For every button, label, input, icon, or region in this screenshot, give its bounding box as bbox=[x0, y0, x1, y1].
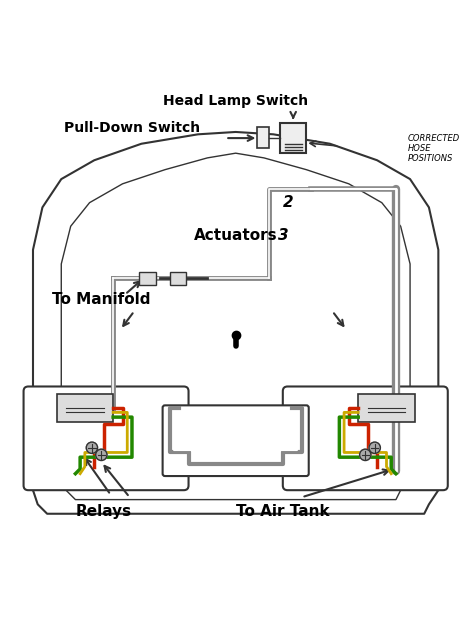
Text: CORRECTED
HOSE
POSITIONS: CORRECTED HOSE POSITIONS bbox=[408, 133, 460, 163]
Circle shape bbox=[369, 442, 380, 453]
Text: 3: 3 bbox=[278, 228, 289, 244]
Text: Pull-Down Switch: Pull-Down Switch bbox=[64, 121, 200, 135]
Text: To Manifold: To Manifold bbox=[52, 292, 151, 307]
FancyBboxPatch shape bbox=[283, 387, 448, 490]
Text: To Air Tank: To Air Tank bbox=[236, 504, 329, 519]
FancyBboxPatch shape bbox=[163, 405, 309, 476]
Text: Relays: Relays bbox=[76, 504, 132, 519]
Bar bbox=[139, 272, 155, 285]
Bar bbox=[358, 394, 415, 422]
FancyBboxPatch shape bbox=[24, 387, 189, 490]
Bar bbox=[281, 122, 306, 153]
Bar bbox=[257, 128, 269, 149]
Circle shape bbox=[86, 442, 98, 453]
Bar bbox=[170, 272, 186, 285]
Circle shape bbox=[96, 449, 107, 460]
Text: Actuators: Actuators bbox=[194, 228, 277, 243]
Text: 2: 2 bbox=[283, 196, 293, 210]
Circle shape bbox=[360, 449, 371, 460]
Bar bbox=[56, 394, 113, 422]
Text: Head Lamp Switch: Head Lamp Switch bbox=[163, 94, 308, 108]
